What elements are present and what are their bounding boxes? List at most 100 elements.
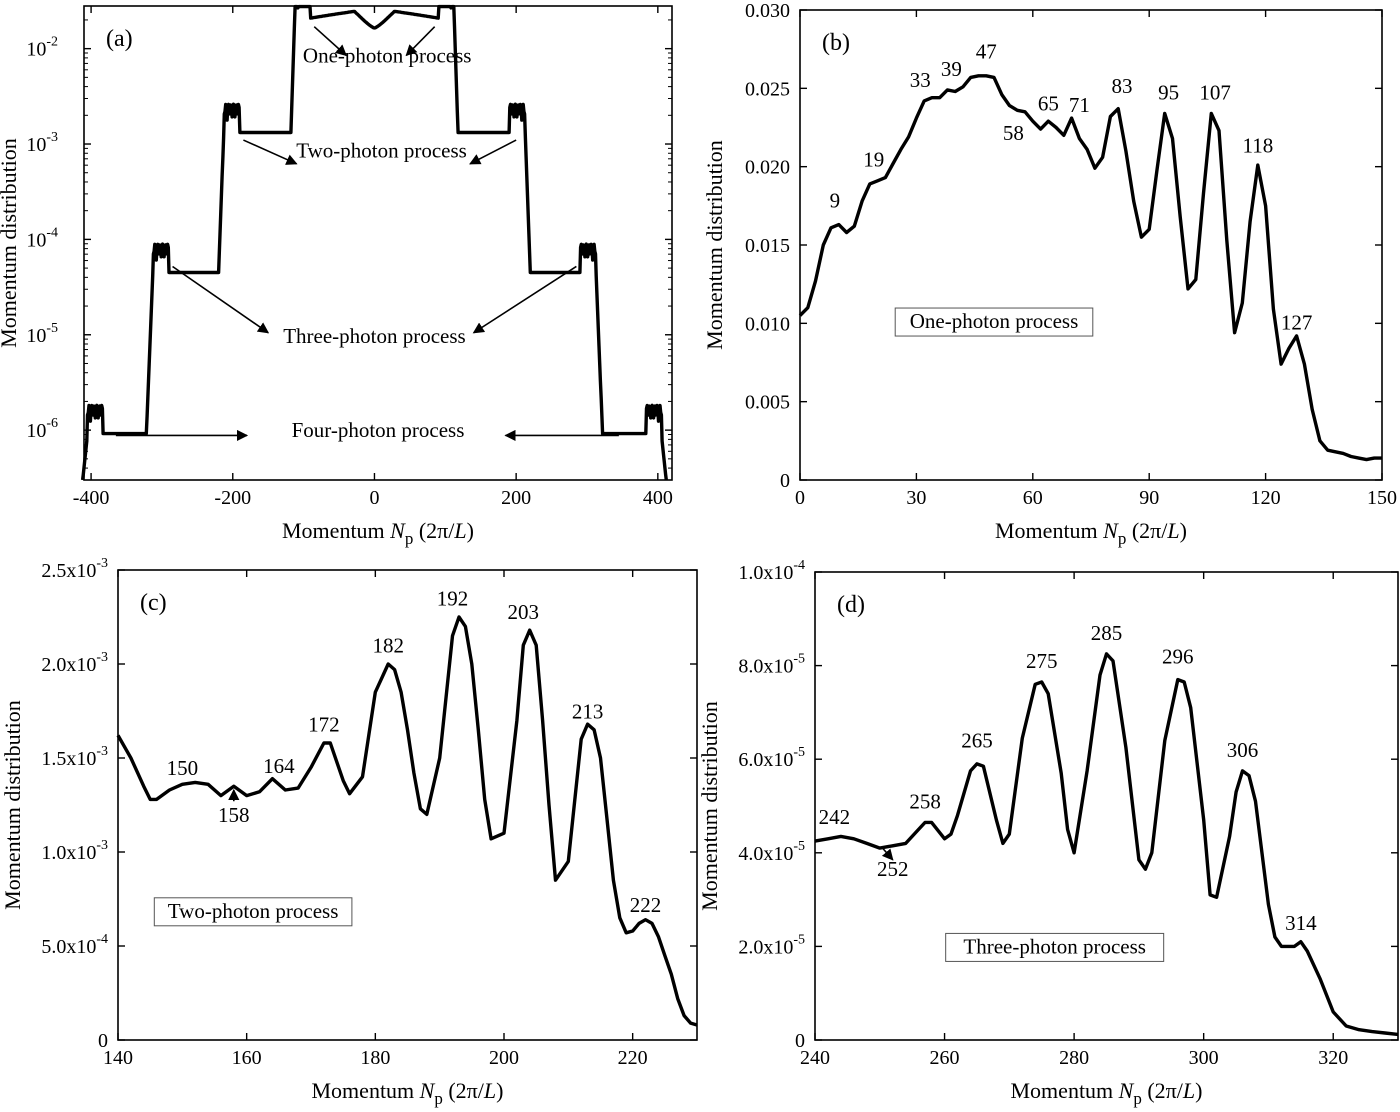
x-axis-label-symbol: N [1102,518,1119,543]
process-box-label: Three-photon process [963,934,1146,958]
x-axis-label-subscript: p [1118,529,1127,548]
y-tick-label: 0.005 [745,392,790,414]
y-tick-exponent: -3 [96,650,108,665]
y-tick-label: 1.5x10-3 [41,744,108,770]
y-axis-label: Momentum distribution [0,138,21,348]
y-tick-label: 0 [780,470,790,492]
y-tick-label: 0.015 [745,235,790,257]
annotation-arrow [469,139,517,165]
panel-label: (c) [140,590,167,616]
peak-label: 150 [167,756,199,780]
y-tick-label: 2.5x10-3 [41,556,108,582]
panel-label: (d) [837,592,865,618]
x-axis-label-unit: (2π/ [443,1078,485,1103]
x-axis-label: Momentum Np (2π/L) [312,1078,504,1108]
y-tick-label: 5.0x10-4 [41,932,108,958]
y-tick-label: 0 [98,1030,108,1052]
x-tick-label: -400 [73,487,110,509]
x-tick-label: 90 [1139,487,1159,509]
y-tick-label: 10-4 [26,225,58,251]
annotation-arrow [243,139,298,165]
chart-panel-a: -400 -200 0 200 400 10-6 10-5 10-4 10-3 10-2 Momen… [0,4,673,548]
x-tick-label: 400 [643,487,673,509]
peak-label: 172 [308,713,340,737]
y-tick-label: 0.010 [745,313,790,335]
peak-label: 265 [961,729,993,753]
x-axis-label-unit-close: ) [1195,1078,1202,1103]
data-series-line [814,652,1399,1037]
peak-label: 164 [263,754,295,778]
process-box-label: Two-photon process [168,899,339,923]
y-tick-exponent: -3 [96,744,108,759]
x-axis-label-unit: (2π/ [1126,518,1168,543]
y-tick-label: 10-3 [26,130,58,156]
peak-label: 306 [1227,738,1259,762]
y-tick-label: 6.0x10-5 [738,745,805,771]
process-box [894,307,1094,337]
x-tick-label: 260 [930,1047,960,1069]
x-tick-label: 240 [800,1047,830,1069]
x-axis-label: Momentum Np (2π/L) [282,518,474,548]
process-box-label: One-photon process [910,309,1079,333]
x-axis-label-unit-close: ) [496,1078,503,1103]
y-tick-exponent: -2 [46,35,58,50]
y-tick-label: 0 [795,1030,805,1052]
y-tick-exponent: -5 [793,932,805,947]
x-tick-label: 30 [906,487,926,509]
y-axis-label: Momentum distribution [697,701,722,911]
x-axis-label-symbol: N [389,518,406,543]
y-tick-label: 4.0x10-5 [738,839,805,865]
y-tick-exponent: -4 [793,558,805,573]
x-tick-label: 220 [618,1047,648,1069]
process-box [153,897,353,927]
y-tick-label: 10-6 [26,416,58,442]
peak-label: 9 [830,188,841,212]
peak-label: 222 [630,893,662,917]
process-annotation: Two-photon process [296,139,467,163]
x-tick-label: 180 [360,1047,390,1069]
data-series-line [798,74,1382,462]
x-axis-label-subscript: p [405,529,414,548]
peak-label: 47 [976,40,997,64]
x-tick-label: 150 [1367,487,1397,509]
peak-label: 127 [1281,311,1313,335]
y-tick-exponent: -5 [793,839,805,854]
y-tick-label: 0.020 [745,157,790,179]
x-tick-label: 200 [489,1047,519,1069]
y-tick-exponent: -3 [96,556,108,571]
peak-label: 158 [218,803,250,827]
x-axis-label: Momentum Np (2π/L) [1011,1078,1203,1108]
y-tick-label: 8.0x10-5 [738,652,805,678]
x-tick-label: 140 [103,1047,133,1069]
y-axis-label: Momentum distribution [702,140,727,350]
x-axis-label-unit-L: L [483,1078,496,1103]
y-tick-exponent: -6 [46,416,58,431]
peak-label: 71 [1069,93,1090,117]
chart-panel-c: 140 160 180 200 220 0 5.0x10-4 1.0x10-3 1.5x10-3… [0,556,698,1108]
process-annotation: One-photon process [303,43,472,67]
x-axis-label-unit-L: L [1166,518,1179,543]
annotation-arrow [405,26,436,57]
x-axis-label-unit-L: L [453,518,466,543]
peak-label: 118 [1242,134,1273,158]
x-tick-label: 320 [1318,1047,1348,1069]
peak-label: 39 [941,57,962,81]
x-axis-label-symbol: N [1118,1078,1135,1103]
x-axis-label-unit-close: ) [1180,518,1187,543]
x-tick-label: 0 [369,487,379,509]
panel-label: (b) [822,30,850,56]
process-annotation: Three-photon process [283,324,466,348]
peak-label: 58 [1003,121,1024,145]
peak-label: 242 [819,805,851,829]
x-tick-label: 280 [1059,1047,1089,1069]
plot-frame [799,9,1383,481]
peak-label: 95 [1158,80,1179,104]
x-axis-label-unit-close: ) [467,518,474,543]
annotation-arrow [172,265,270,334]
peak-label: 182 [372,634,404,658]
y-tick-exponent: -4 [96,932,108,947]
peak-label: 33 [910,68,931,92]
chart-panel-d: 240 260 280 300 320 0 2.0x10-5 4.0x10-5 6.0x10-5… [697,558,1399,1108]
y-tick-label: 0.025 [745,78,790,100]
